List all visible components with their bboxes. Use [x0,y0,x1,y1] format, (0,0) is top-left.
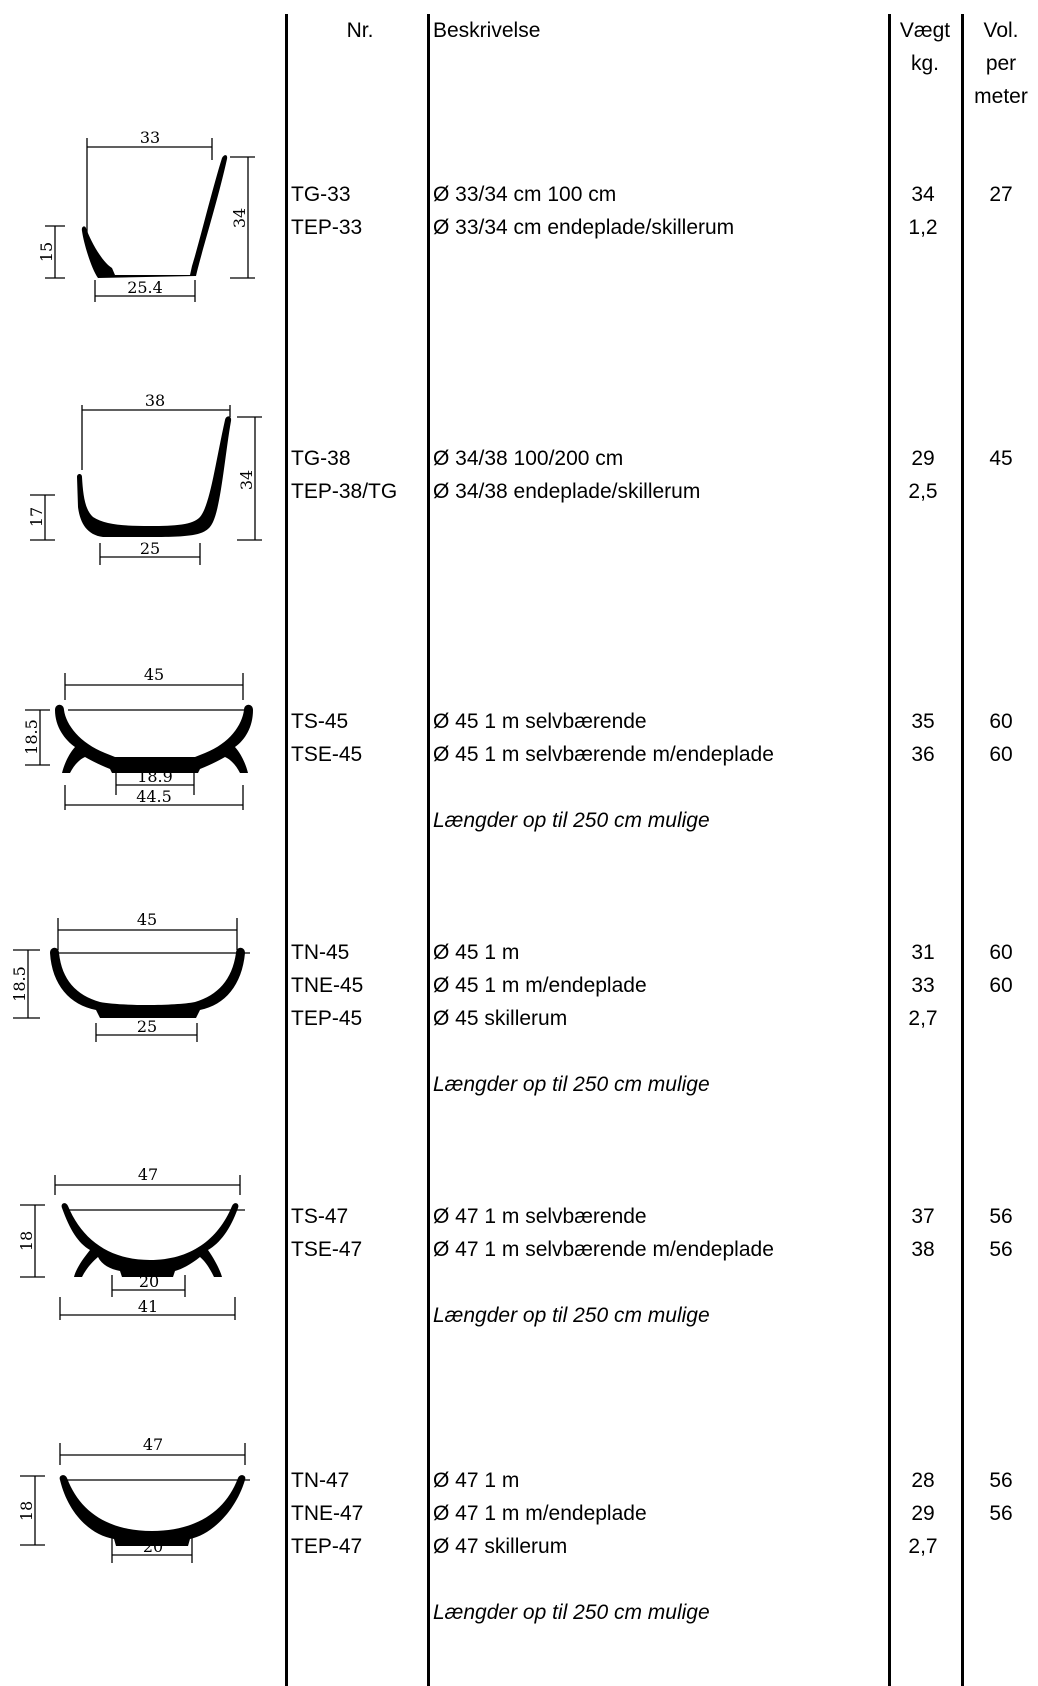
product-weight: 31 [911,941,935,964]
product-vol: 60 [989,743,1013,766]
product-weight: 29 [911,1502,935,1525]
column-divider-2 [427,14,430,1686]
dim-width: 45 [137,910,157,929]
dim-height-left: 18 [17,1231,36,1251]
product-desc: Ø 45 skillerum [433,1007,568,1030]
product-vol: 45 [989,447,1013,470]
product-desc: Ø 45 1 m selvbærende m/endeplade [433,743,774,766]
product-weight: 37 [911,1205,935,1228]
length-note: Længder op til 250 cm mulige [433,809,710,832]
column-divider-3 [888,14,891,1686]
product-desc: Ø 33/34 cm 100 cm [433,183,617,206]
product-weight: 34 [911,183,935,206]
product-weight: 2,5 [908,480,938,503]
column-divider-4 [961,14,964,1686]
product-vol: 60 [989,941,1013,964]
profile-drawing-tg38: 38 34 17 25 [27,391,262,565]
product-desc: Ø 47 skillerum [433,1535,568,1558]
product-nr: TEP-47 [291,1535,363,1558]
dim-width: 33 [140,128,160,147]
dim-width: 47 [138,1165,158,1184]
product-vol: 56 [989,1205,1013,1228]
dim-base: 25 [137,1017,157,1036]
dim-height-left: 18.5 [22,719,41,755]
dim-base: 20 [143,1537,163,1556]
product-desc: Ø 45 1 m selvbærende [433,710,647,733]
product-desc: Ø 47 1 m [433,1469,520,1492]
product-vol: 27 [989,183,1013,206]
length-note: Længder op til 250 cm mulige [433,1073,710,1096]
header-vaegt: Vægt [899,19,951,42]
product-desc: Ø 45 1 m m/endeplade [433,974,647,997]
header-vol: Vol. [983,19,1019,42]
dim-bottom: 44.5 [136,787,172,806]
dim-base: 20 [139,1272,159,1291]
product-weight: 28 [911,1469,935,1492]
header-vol-meter: meter [974,85,1028,108]
profile-drawing-ts47: 47 18 20 41 [17,1165,245,1320]
product-vol: 56 [989,1469,1013,1492]
product-nr: TG-33 [291,183,351,206]
profile-drawing-tn47: 47 18 20 [17,1435,250,1563]
product-vol: 56 [989,1238,1013,1261]
product-weight: 35 [911,710,935,733]
product-nr: TNE-45 [291,974,364,997]
product-desc: Ø 45 1 m [433,941,520,964]
product-nr: TG-38 [291,447,351,470]
product-nr: TS-45 [291,710,349,733]
header-vaegt-unit: kg. [910,52,939,75]
product-nr: TNE-47 [291,1502,364,1525]
product-desc: Ø 47 1 m m/endeplade [433,1502,647,1525]
product-desc: Ø 34/38 endeplade/skillerum [433,480,701,503]
dim-height-left: 18 [17,1501,36,1521]
profile-drawing-tn45: 45 18.5 25 [10,910,250,1042]
header-vol-per: per [985,52,1017,75]
dim-height-left: 18.5 [10,966,29,1002]
product-nr: TSE-47 [291,1238,363,1261]
dim-width: 38 [145,391,165,410]
product-vol: 60 [989,974,1013,997]
product-vol: 60 [989,710,1013,733]
dim-base: 25.4 [127,278,163,297]
product-desc: Ø 33/34 cm endeplade/skillerum [433,216,735,239]
product-nr: TS-47 [291,1205,349,1228]
profile-drawing-ts45: 45 18.5 18.9 44.5 [22,665,253,810]
dim-bottom: 41 [138,1297,158,1316]
product-desc: Ø 34/38 100/200 cm [433,447,624,470]
profile-drawing-tg33: 33 34 15 25.4 [37,128,255,302]
product-nr: TN-45 [291,941,350,964]
product-weight: 2,7 [908,1007,938,1030]
length-note: Længder op til 250 cm mulige [433,1601,710,1624]
header-nr: Nr. [346,19,374,42]
product-weight: 33 [911,974,935,997]
product-weight: 1,2 [908,216,938,239]
product-desc: Ø 47 1 m selvbærende m/endeplade [433,1238,774,1261]
dim-height-right: 34 [230,208,249,228]
dim-height-right: 34 [237,470,256,490]
column-divider-1 [285,14,288,1686]
product-nr: TEP-33 [291,216,363,239]
dim-base: 18.9 [137,767,173,786]
product-nr: TN-47 [291,1469,350,1492]
product-nr: TEP-45 [291,1007,363,1030]
product-nr: TSE-45 [291,743,363,766]
product-weight: 38 [911,1238,935,1261]
dim-height-left: 15 [37,242,56,262]
product-vol: 56 [989,1502,1013,1525]
dim-height-left: 17 [27,507,46,527]
product-weight: 36 [911,743,935,766]
dim-width: 47 [143,1435,163,1454]
product-nr: TEP-38/TG [291,480,398,503]
dim-base: 25 [140,539,160,558]
length-note: Længder op til 250 cm mulige [433,1304,710,1327]
product-weight: 2,7 [908,1535,938,1558]
product-weight: 29 [911,447,935,470]
product-desc: Ø 47 1 m selvbærende [433,1205,647,1228]
dim-width: 45 [144,665,164,684]
header-beskrivelse: Beskrivelse [433,19,541,42]
